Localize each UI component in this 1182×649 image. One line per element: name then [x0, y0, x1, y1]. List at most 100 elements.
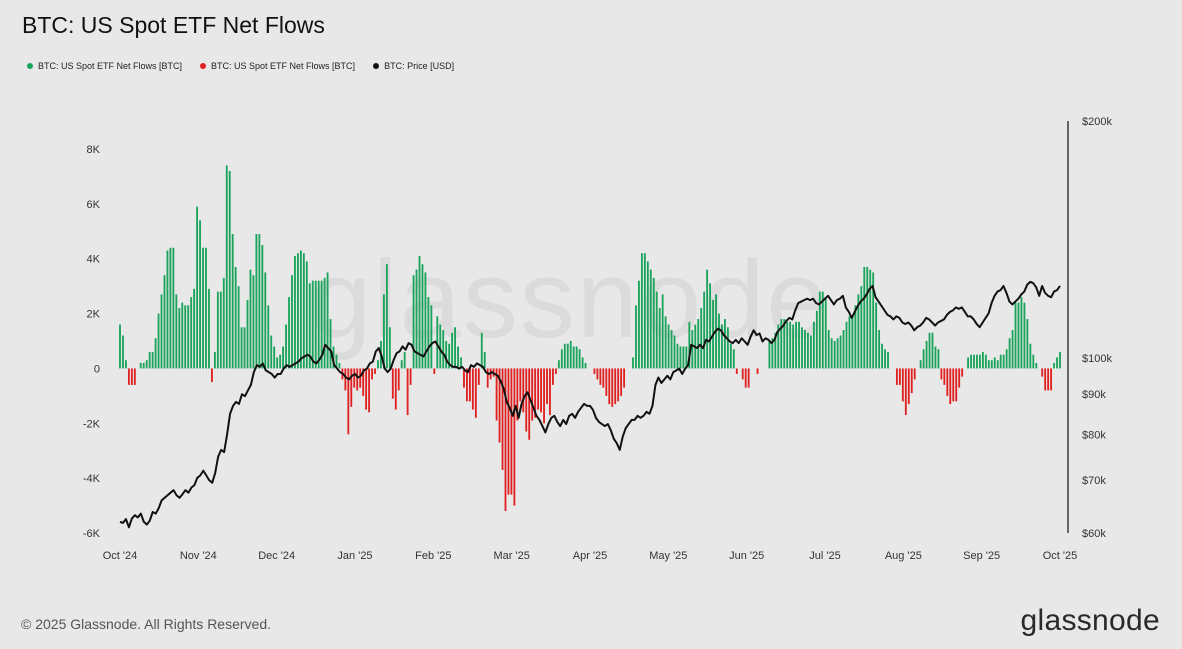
inflow-bar	[255, 234, 258, 369]
inflow-bar	[294, 255, 296, 369]
inflow-bar	[377, 360, 379, 369]
outflow-bar	[617, 368, 620, 402]
inflow-bar	[993, 357, 996, 369]
inflow-bar	[299, 250, 302, 369]
inflow-bar	[584, 362, 587, 369]
inflow-bar	[789, 321, 792, 369]
inflow-bar	[697, 319, 700, 369]
outflow-bar	[433, 368, 436, 374]
right-tick-label: $70k	[1082, 475, 1106, 487]
legend-item-inflows[interactable]: BTC: US Spot ETF Net Flows [BTC]	[27, 61, 182, 71]
inflow-bar	[783, 319, 786, 369]
inflow-bar	[884, 349, 886, 369]
outflow-bar	[546, 368, 548, 405]
outflow-bar	[359, 368, 362, 388]
outflow-bar	[347, 368, 350, 435]
inflow-bar	[786, 321, 789, 369]
outflow-bar	[504, 368, 507, 512]
outflow-bar	[471, 368, 474, 410]
legend-item-price[interactable]: BTC: Price [USD]	[373, 61, 454, 71]
outflow-bar	[495, 368, 498, 421]
outflow-bar	[513, 368, 516, 506]
legend-item-outflows[interactable]: BTC: US Spot ETF Net Flows [BTC]	[200, 61, 355, 71]
inflow-bar	[632, 357, 634, 369]
inflow-bar	[667, 324, 670, 369]
x-tick-label: Mar '25	[493, 550, 529, 562]
outflow-bar	[898, 368, 901, 385]
outflow-bar	[608, 368, 611, 405]
glassnode-logo[interactable]: glassnode	[1020, 604, 1160, 637]
inflow-bar	[732, 349, 735, 369]
inflow-bar	[878, 330, 881, 369]
inflow-bar	[282, 346, 285, 369]
price-line	[119, 280, 1061, 529]
inflow-bar	[305, 261, 308, 369]
inflow-bar	[928, 332, 931, 369]
outflow-bar	[1050, 368, 1053, 391]
inflow-bar	[771, 338, 774, 369]
inflow-bar	[970, 354, 972, 369]
outflow-bar	[940, 368, 943, 380]
inflow-bar	[981, 351, 984, 369]
outflow-bar	[735, 368, 738, 374]
inflow-bar	[1023, 302, 1026, 369]
inflow-bar	[323, 277, 326, 369]
inflow-bar	[388, 327, 391, 369]
left-tick-label: -2K	[83, 418, 101, 430]
inflow-bar	[984, 354, 987, 369]
inflow-bar	[934, 346, 937, 369]
inflow-bar	[225, 165, 228, 369]
outflow-bar	[406, 368, 409, 416]
inflow-bar	[122, 335, 124, 369]
inflow-bar	[887, 351, 889, 369]
inflow-bar	[830, 338, 833, 369]
right-axis: $200k $100k $90k $80k $70k $60k	[1082, 116, 1112, 540]
inflow-bar	[297, 253, 299, 369]
inflow-bar	[400, 360, 403, 369]
inflow-bar	[798, 321, 800, 369]
inflow-bar	[451, 332, 454, 369]
outflow-bar	[907, 368, 910, 405]
inflow-bar	[228, 170, 231, 369]
inflow-bar	[640, 253, 643, 369]
inflow-bar	[875, 302, 878, 369]
inflow-bar	[208, 288, 210, 369]
left-tick-label: 6K	[87, 199, 101, 211]
inflow-bar	[931, 332, 934, 369]
inflow-bar	[442, 330, 445, 369]
outflow-bar	[477, 368, 480, 385]
inflow-bar	[575, 346, 578, 369]
outflow-bar	[904, 368, 907, 416]
outflow-bar	[1047, 368, 1050, 391]
outflow-bar	[949, 368, 952, 405]
outflow-bar	[374, 368, 376, 374]
inflow-bar	[688, 321, 691, 369]
inflow-bar	[804, 330, 806, 369]
x-tick-label: Jan '25	[337, 550, 372, 562]
inflow-bar	[234, 266, 237, 369]
inflow-bar	[682, 346, 685, 369]
inflow-bar	[724, 319, 726, 369]
inflow-bar	[1035, 362, 1038, 369]
inflow-bar	[273, 346, 276, 369]
right-tick-label: $60k	[1082, 528, 1106, 540]
outflow-bar	[741, 368, 744, 380]
inflow-bar	[415, 269, 418, 369]
outflow-bar	[344, 368, 347, 391]
inflow-bar	[157, 313, 160, 369]
outflow-bar	[397, 368, 400, 391]
legend-label-price: BTC: Price [USD]	[384, 61, 455, 71]
inflow-bar	[193, 288, 196, 369]
x-axis: Oct '24 Nov '24 Dec '24 Jan '25 Feb '25 Mar '…	[103, 550, 1078, 562]
inflow-bar	[649, 269, 652, 369]
outflow-bar	[895, 368, 898, 385]
inflow-bar	[857, 294, 860, 369]
inflow-bar	[219, 291, 222, 369]
inflow-bar	[172, 247, 175, 369]
inflow-bar	[291, 275, 293, 369]
inflow-bar	[1056, 357, 1058, 369]
inflow-bar	[863, 266, 866, 369]
inflow-bar	[638, 280, 640, 369]
outflow-bar	[486, 368, 489, 388]
inflow-bar	[430, 305, 433, 369]
